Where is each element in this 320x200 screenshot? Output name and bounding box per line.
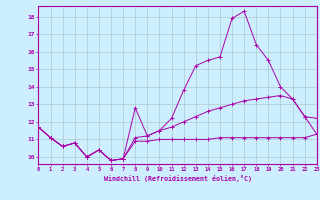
X-axis label: Windchill (Refroidissement éolien,°C): Windchill (Refroidissement éolien,°C) [104, 175, 252, 182]
